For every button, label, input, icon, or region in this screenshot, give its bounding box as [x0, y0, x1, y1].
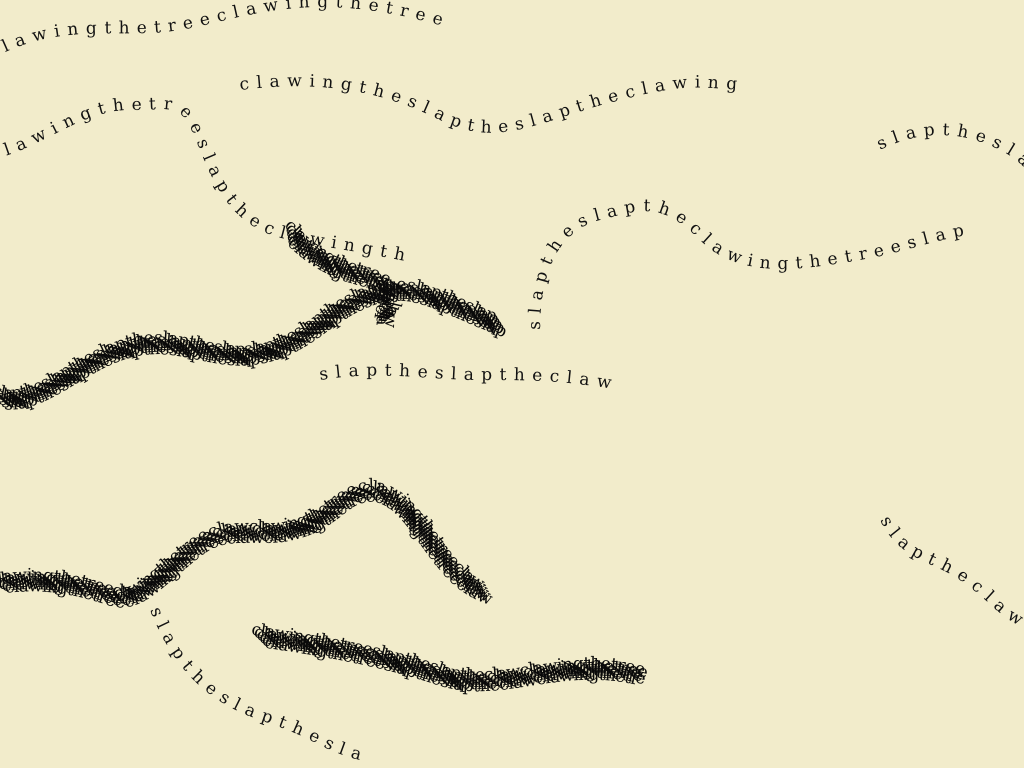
letter-strand: c l a w i n g t h e s l a p t h e s l a … — [238, 71, 738, 138]
letter-strand: s l a p t h e s l a p t h e c l a w i n … — [525, 196, 967, 330]
letter-strand: c l a w i n g t h e t r e e c l a w i n … — [0, 0, 395, 320]
letter-strand: s l a p t h e s l a p t h e s l a p t h … — [4, 286, 510, 415]
letter-strand: c l a w i n g t h e t r e e c l a w i n … — [0, 0, 446, 64]
